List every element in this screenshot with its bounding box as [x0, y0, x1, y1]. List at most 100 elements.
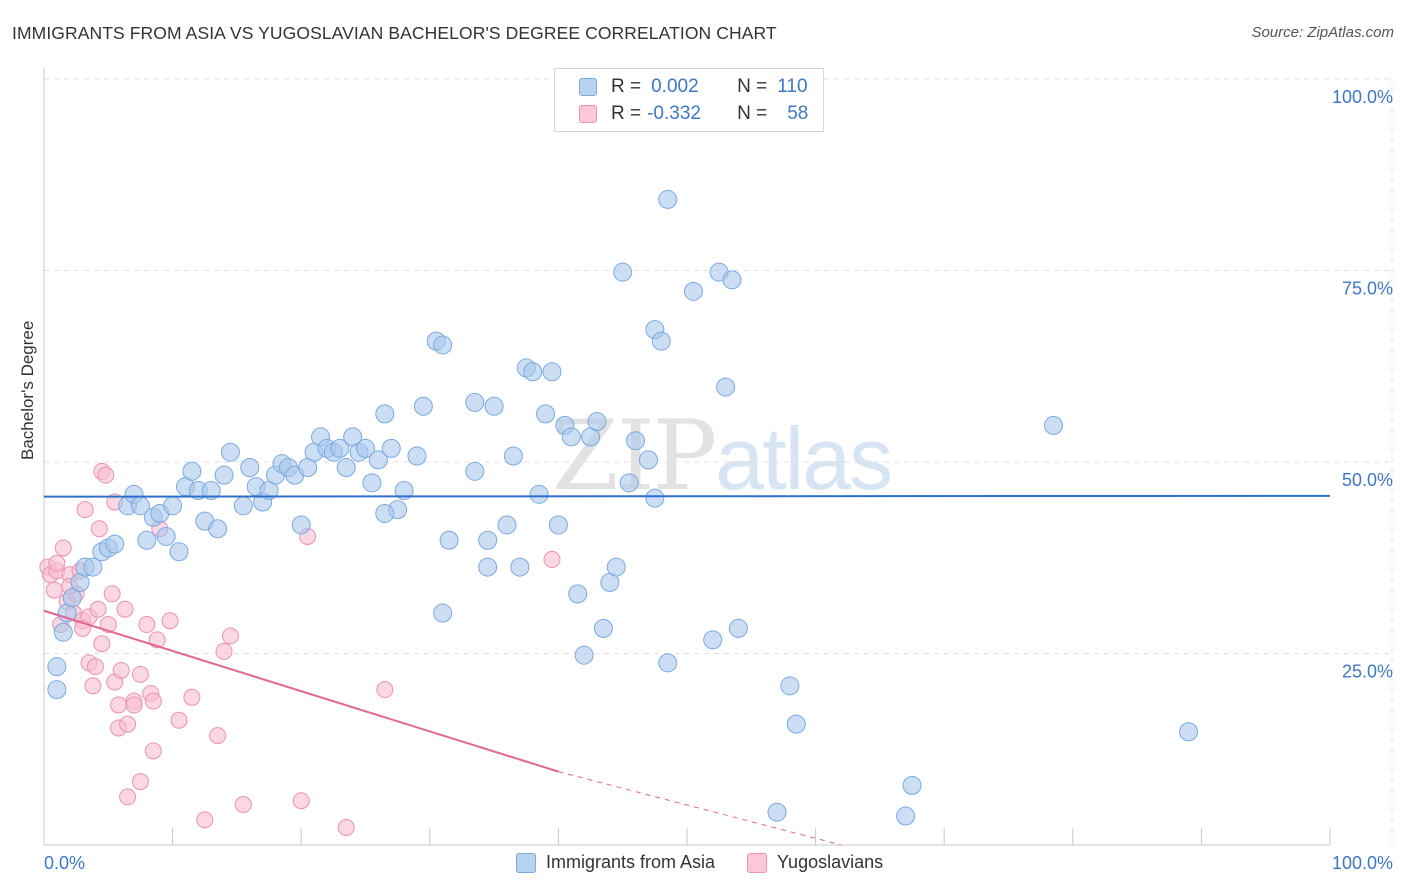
immigrants-from-asia-point	[233, 496, 253, 516]
yugoslavians-point	[110, 696, 128, 714]
yugoslavians-point	[112, 662, 130, 679]
yugoslavians-point	[161, 612, 179, 630]
legend-item-yugoslavians[interactable]: Yugoslavians	[747, 852, 883, 873]
yugoslavians-point	[144, 742, 162, 760]
yugoslavians-point	[103, 585, 121, 603]
immigrants-from-asia-point	[163, 496, 183, 516]
y-tick-label: 75.0%	[1342, 279, 1393, 299]
axis-labels: 25.0% 50.0% 75.0% 100.0% 0.0% 100.0%	[44, 87, 1393, 873]
yugoslavians-point	[119, 788, 137, 806]
yugoslavians-point	[292, 792, 310, 810]
yugoslavians-point	[543, 550, 561, 568]
asia-trend-line	[43, 494, 1331, 498]
r-value: 0.002	[651, 76, 699, 97]
legend-item-asia[interactable]: Immigrants from Asia	[516, 852, 715, 873]
yugoslavians-point	[116, 600, 134, 618]
yugoslavians-point	[170, 711, 188, 729]
n-label: N =	[737, 76, 768, 97]
immigrants-from-asia-point	[780, 676, 800, 696]
immigrants-from-asia-point	[587, 412, 607, 432]
yugoslavians-point	[144, 692, 162, 710]
immigrants-from-asia-point	[902, 775, 922, 795]
immigrants-from-asia-point	[105, 534, 125, 554]
immigrants-from-asia-point	[336, 458, 356, 478]
immigrants-from-asia-point	[767, 802, 787, 822]
immigrants-from-asia-point	[169, 542, 189, 562]
immigrants-from-asia-point	[368, 450, 388, 470]
immigrants-from-asia-point	[503, 446, 523, 466]
immigrants-from-asia-point	[220, 442, 240, 462]
immigrants-from-asia-point	[497, 515, 517, 535]
yugoslavians-point	[337, 819, 355, 837]
immigrants-from-asia-point	[433, 335, 453, 355]
r-value: -0.332	[647, 103, 701, 124]
immigrants-from-asia-point	[407, 446, 427, 466]
source-label: Source: ZipAtlas.com	[1251, 24, 1394, 41]
immigrants-from-asia-point	[645, 488, 665, 508]
immigrants-from-asia-point	[658, 189, 678, 209]
immigrants-from-asia-point	[47, 657, 67, 677]
immigrants-from-asia-point	[375, 404, 395, 424]
r-label: R =	[611, 103, 642, 124]
yugoslavians-point	[376, 681, 394, 699]
immigrants-from-asia-point	[356, 438, 375, 458]
n-label: N =	[737, 103, 768, 124]
immigrants-from-asia-point	[703, 630, 723, 650]
immigrants-from-asia-point	[291, 515, 311, 535]
immigrants-from-asia-point	[683, 281, 703, 301]
immigrants-from-asia-point	[638, 450, 658, 470]
yugoslavians-point	[196, 811, 214, 829]
chart-title: IMMIGRANTS FROM ASIA VS YUGOSLAVIAN BACH…	[12, 23, 777, 43]
asia-swatch	[516, 852, 536, 873]
immigrants-from-asia-point	[542, 362, 562, 382]
immigrants-from-asia-point	[433, 603, 453, 623]
immigrants-from-asia-point	[214, 465, 234, 485]
y-tick-label: 100.0%	[1332, 87, 1393, 107]
y-axis-title: Bachelor's Degree	[18, 320, 37, 460]
immigrants-from-asia-point	[156, 526, 176, 546]
yugoslavians-point	[90, 520, 108, 538]
immigrants-from-asia-point	[716, 377, 736, 397]
yugoslavians-point	[215, 642, 233, 660]
immigrants-from-asia-point	[484, 396, 504, 416]
immigrants-from-asia-point	[137, 530, 157, 550]
immigrants-from-asia-point	[658, 653, 678, 673]
watermark-zip: ZIP	[552, 400, 717, 512]
watermark-atlas: atlas	[715, 409, 893, 508]
immigrants-from-asia-point	[394, 480, 414, 500]
immigrants-from-asia-point	[465, 461, 485, 481]
yugoslavians-point	[221, 627, 239, 645]
immigrants-from-asia-point	[626, 431, 646, 451]
legend-label: Immigrants from Asia	[546, 852, 716, 872]
legend-label: Yugoslavians	[777, 852, 884, 872]
yugoslavians-point	[209, 727, 227, 745]
yugoslavians-point	[97, 466, 115, 484]
immigrants-from-asia-point	[362, 473, 382, 493]
yugoslavians-point	[84, 677, 102, 695]
immigrants-from-asia-point	[523, 362, 543, 382]
yugoslavians-point	[138, 616, 156, 634]
immigrants-from-asia-point	[896, 806, 916, 826]
axes	[43, 68, 1331, 846]
watermark: ZIPatlas	[552, 400, 893, 512]
immigrants-from-asia-point	[375, 503, 395, 523]
legend-row-asia: R = 0.002 N = 110	[579, 74, 808, 100]
immigrants-from-asia-point	[606, 557, 626, 577]
immigrants-from-asia-point	[208, 519, 228, 539]
immigrants-from-asia-point	[53, 622, 73, 642]
yugoslavians-point	[93, 635, 111, 653]
asia-swatch	[579, 78, 597, 96]
immigrants-from-asia-point	[465, 392, 485, 412]
immigrants-from-asia-point	[593, 618, 613, 638]
n-value: 110	[777, 76, 808, 97]
x-tick-label: 100.0%	[1332, 853, 1393, 873]
yugoslavians-point	[119, 715, 137, 733]
yugoslavians-point	[125, 696, 143, 714]
immigrants-from-asia-point	[613, 262, 633, 282]
immigrants-from-asia-point	[548, 515, 568, 535]
x-tick-label: 0.0%	[44, 853, 85, 873]
immigrants-from-asia-point	[786, 714, 806, 734]
immigrants-from-asia-point	[330, 438, 350, 458]
yugoslavians-point	[131, 773, 149, 791]
immigrants-from-asia-point	[201, 480, 221, 500]
